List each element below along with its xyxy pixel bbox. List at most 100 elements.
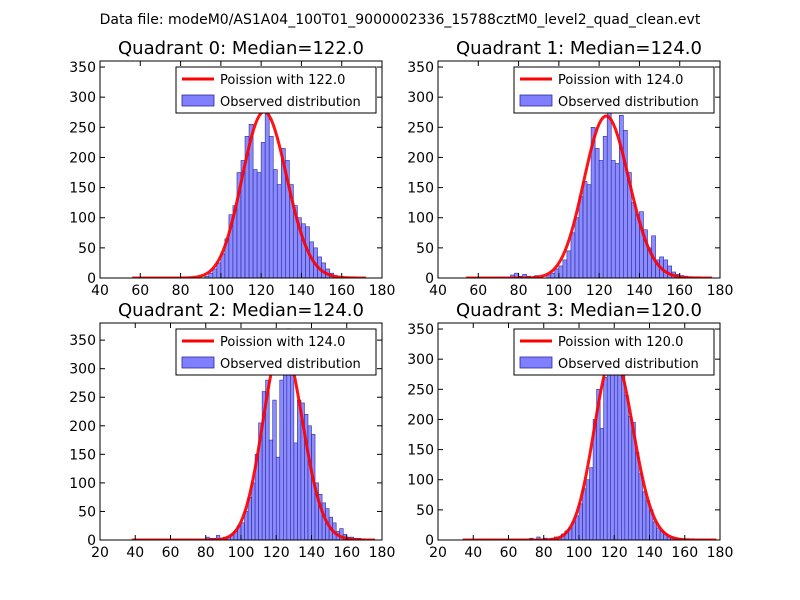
y-tick-label: 0 xyxy=(425,271,434,287)
histogram-bar xyxy=(260,142,266,278)
legend-label-observed: Observed distribution xyxy=(220,357,361,372)
x-tick-label: 180 xyxy=(707,545,734,561)
legend: Poission with 124.0 Observed distribution xyxy=(513,66,715,114)
y-tick-label: 50 xyxy=(416,503,434,519)
histogram-bar xyxy=(602,136,608,278)
x-tick-label: 40 xyxy=(464,545,482,561)
histogram-bar xyxy=(656,527,661,540)
histogram-bar xyxy=(638,473,643,540)
legend: Poission with 122.0 Observed distribution xyxy=(175,66,377,114)
histogram-bar xyxy=(279,379,284,540)
legend-label-poisson: Poission with 124.0 xyxy=(220,335,345,350)
x-tick-label: 100 xyxy=(207,283,234,299)
histogram-bar xyxy=(642,491,647,540)
histogram-bar xyxy=(297,399,302,540)
histogram-bar xyxy=(240,522,245,540)
x-tick-label: 140 xyxy=(288,283,315,299)
histogram-bar xyxy=(272,169,278,278)
histogram-bar xyxy=(307,425,312,540)
histogram-bar xyxy=(614,163,620,278)
x-tick-label: 100 xyxy=(228,545,255,561)
y-tick-label: 350 xyxy=(407,322,434,338)
y-tick-label: 0 xyxy=(87,533,96,549)
x-tick-label: 140 xyxy=(626,283,653,299)
subplot-title: Quadrant 2: Median=124.0 xyxy=(118,300,364,321)
legend-label-observed: Observed distribution xyxy=(558,357,699,372)
histogram-bar xyxy=(566,250,572,278)
x-tick-label: 80 xyxy=(510,283,528,299)
x-tick-label: 60 xyxy=(131,283,149,299)
histogram-bar xyxy=(244,511,249,540)
y-tick-label: 200 xyxy=(69,419,96,435)
histogram-bar xyxy=(586,184,592,278)
y-tick-label: 300 xyxy=(407,90,434,106)
subplot-quadrant-0: 40 60 80 100 120 140 160 180 0 50 100 150 200 250 300 3… xyxy=(69,38,395,299)
x-tick-label: 100 xyxy=(545,283,572,299)
x-tick-label: 180 xyxy=(369,283,396,299)
legend-label-poisson: Poission with 124.0 xyxy=(558,73,683,88)
histogram-bar xyxy=(550,272,556,278)
histogram-bar xyxy=(628,416,633,540)
histogram-bar xyxy=(251,482,256,540)
x-tick-label: 60 xyxy=(469,283,487,299)
histogram-bar xyxy=(617,346,622,540)
histogram-bar xyxy=(624,395,629,540)
y-tick-label: 100 xyxy=(407,211,434,227)
x-tick-label: 20 xyxy=(429,545,447,561)
y-tick-label: 350 xyxy=(69,60,96,76)
y-tick-label: 150 xyxy=(407,181,434,197)
x-tick-label: 160 xyxy=(328,283,355,299)
x-tick-label: 40 xyxy=(429,283,447,299)
histogram-bar xyxy=(574,217,580,278)
histogram-bar xyxy=(272,399,277,540)
histogram-bar xyxy=(598,160,604,278)
histogram-bar xyxy=(623,130,628,278)
histogram-bar xyxy=(558,265,564,278)
x-tick-label: 160 xyxy=(333,545,360,561)
histogram-bar xyxy=(606,358,612,540)
histogram-bar xyxy=(582,488,587,540)
y-tick-label: 0 xyxy=(425,533,434,549)
x-tick-label: 80 xyxy=(197,545,215,561)
legend-label-observed: Observed distribution xyxy=(558,95,699,110)
histogram-bar xyxy=(599,428,604,540)
y-tick-label: 150 xyxy=(69,447,96,463)
x-tick-label: 140 xyxy=(298,545,325,561)
y-tick-label: 300 xyxy=(69,90,96,106)
histogram-bar xyxy=(216,535,221,540)
legend-label-poisson: Poission with 122.0 xyxy=(220,73,345,88)
x-tick-label: 40 xyxy=(91,283,109,299)
legend-label-observed: Observed distribution xyxy=(220,95,361,110)
y-tick-label: 150 xyxy=(407,443,434,459)
histogram-bar xyxy=(268,136,274,278)
y-tick-label: 200 xyxy=(69,150,96,166)
histogram-bar xyxy=(276,184,282,278)
y-tick-label: 250 xyxy=(407,120,434,136)
histogram-bar xyxy=(610,160,616,278)
histogram-bar xyxy=(216,262,222,278)
x-tick-label: 180 xyxy=(369,545,396,561)
x-tick-label: 120 xyxy=(248,283,275,299)
x-tick-label: 60 xyxy=(162,545,180,561)
histogram-bar xyxy=(585,479,590,540)
histogram-bar xyxy=(582,181,588,278)
y-tick-label: 200 xyxy=(407,412,434,428)
legend-bar-swatch xyxy=(519,94,553,107)
y-tick-label: 50 xyxy=(78,241,96,257)
x-tick-label: 60 xyxy=(500,545,518,561)
y-tick-label: 250 xyxy=(407,382,434,398)
histogram-bar xyxy=(293,442,298,540)
y-tick-label: 50 xyxy=(416,241,434,257)
poisson-curve xyxy=(131,341,375,540)
histogram-bar xyxy=(275,456,281,540)
subplot-title: Quadrant 0: Median=122.0 xyxy=(118,38,364,59)
y-tick-label: 300 xyxy=(407,352,434,368)
x-tick-label: 120 xyxy=(601,545,628,561)
legend: Poission with 120.0 Observed distribution xyxy=(513,328,715,376)
y-tick-label: 100 xyxy=(407,473,434,489)
y-tick-label: 200 xyxy=(407,150,434,166)
histogram-bar xyxy=(603,376,608,540)
legend: Poission with 124.0 Observed distribution xyxy=(175,328,377,376)
subplot-quadrant-3: 20 40 60 80 100 120 140 160 180 0 50 100 150 200 250 30… xyxy=(407,300,733,561)
x-tick-label: 80 xyxy=(172,283,190,299)
